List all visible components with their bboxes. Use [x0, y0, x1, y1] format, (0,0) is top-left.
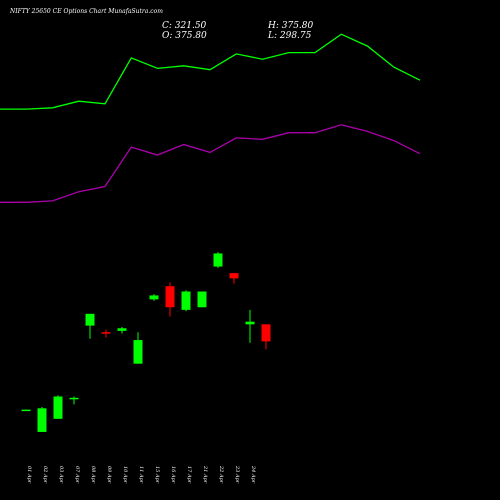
high-value: H: 375.80	[268, 21, 314, 31]
candle-2	[53, 395, 63, 419]
indicator-line-2	[0, 124, 421, 203]
x-tick-label: 23 Apr	[234, 465, 240, 484]
candles	[21, 252, 271, 432]
open-value: O: 375.80	[162, 31, 207, 41]
candle-5	[101, 329, 111, 338]
candle-1	[37, 407, 47, 432]
candle-body	[21, 409, 31, 412]
x-tick-label: 02 Apr	[42, 466, 48, 484]
low-value: L: 298.75	[268, 31, 312, 41]
x-tick-label: 16 Apr	[170, 466, 176, 484]
candle-body	[149, 295, 159, 300]
candle-15	[261, 324, 271, 350]
candle-body	[133, 340, 143, 364]
candle-body	[261, 324, 271, 342]
candle-body	[229, 273, 239, 279]
x-tick-label: 15 Apr	[154, 466, 160, 484]
close-value: C: 321.50	[162, 21, 207, 31]
x-axis-labels: 01 Apr 02 Apr 03 Apr 07 Apr 08 Apr 09 Apr 10 A…	[26, 465, 256, 484]
candle-body	[197, 291, 207, 308]
x-tick-label: 03 Apr	[58, 466, 64, 484]
candle-4	[85, 313, 95, 339]
candle-3	[69, 396, 79, 405]
indicator-line-1	[0, 33, 421, 110]
candle-7	[133, 332, 143, 364]
x-tick-label: 11 Apr	[138, 466, 144, 484]
candle-12	[213, 252, 223, 268]
candle-body	[85, 313, 95, 326]
candle-body	[37, 408, 47, 432]
x-tick-label: 09 Apr	[106, 466, 112, 484]
indicator-lines	[0, 33, 421, 203]
candle-body	[181, 291, 191, 310]
candle-10	[181, 290, 191, 312]
candle-6	[117, 326, 127, 334]
chart-title: NIFTY 25650 CE Options Chart MunafaSutra…	[10, 8, 163, 15]
x-tick-label: 01 Apr	[26, 466, 32, 484]
candle-body	[101, 332, 111, 334]
x-tick-label: 22 Apr	[218, 465, 224, 484]
candle-body	[117, 328, 127, 331]
x-tick-label: 10 Apr	[122, 466, 128, 484]
candle-0	[21, 409, 31, 412]
x-tick-label: 08 Apr	[90, 466, 96, 484]
candle-body	[165, 286, 175, 308]
x-tick-label: 24 Apr	[250, 465, 256, 484]
candle-13	[229, 273, 239, 284]
x-tick-label: 21 Apr	[202, 465, 208, 484]
candle-11	[197, 291, 207, 308]
candle-8	[149, 294, 159, 301]
candle-body	[213, 253, 223, 267]
x-tick-label: 07 Apr	[74, 466, 80, 484]
candle-14	[245, 309, 255, 343]
candle-body	[53, 396, 63, 419]
candle-body	[69, 397, 79, 400]
candle-9	[165, 282, 175, 317]
x-tick-label: 17 Apr	[186, 466, 192, 484]
candle-body	[245, 321, 255, 325]
